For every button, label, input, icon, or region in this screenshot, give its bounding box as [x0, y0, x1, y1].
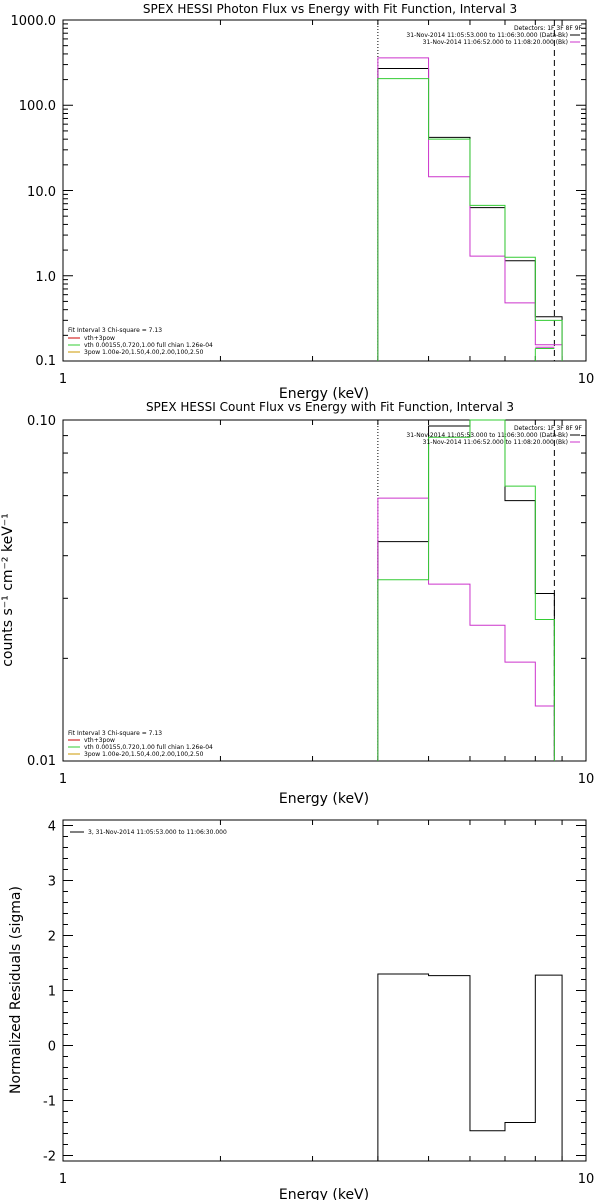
photon-xtick-10: 10 — [578, 372, 595, 387]
count-legend-data: 31-Nov-2014 11:05:53.000 to 11:06:30.000… — [406, 432, 568, 439]
count-ytick-0.10: 0.10 — [27, 414, 56, 429]
count-ytick-0.01: 0.01 — [27, 754, 56, 769]
photon-fit-header: Fit Interval 3 Chi-square = 7.13 — [68, 327, 162, 334]
photon-flux-marks — [63, 20, 586, 362]
photon-flux-title: SPEX HESSI Photon Flux vs Energy with Fi… — [143, 2, 517, 16]
count-series-1-histogram — [377, 497, 555, 761]
residuals-plot-area — [62, 819, 587, 1162]
residuals-panel: 1 10 Energy (keV) Normalized Residuals (… — [8, 819, 595, 1200]
residuals-ylabel: Normalized Residuals (sigma) — [8, 886, 24, 1094]
residuals-xtick-1: 1 — [59, 1172, 67, 1187]
photon-series-2-histogram — [377, 78, 563, 361]
count-legend-bottom: Fit Interval 3 Chi-square = 7.13 vth+3po… — [68, 730, 213, 758]
residuals-xtick-10: 10 — [578, 1172, 595, 1187]
count-xlabel: Energy (keV) — [279, 791, 369, 807]
count-xtick-10: 10 — [578, 772, 595, 787]
count-fit-item2: vth 0.00155,0.720,1.00 full chian 1.26e-… — [84, 744, 213, 751]
photon-ytick-1: 1.0 — [35, 270, 56, 285]
photon-legend-header: Detectors: 1F 3F 8F 9F — [514, 25, 583, 32]
count-legend-header: Detectors: 1F 3F 8F 9F — [514, 425, 583, 432]
residuals-ytick-label: -1 — [43, 1095, 56, 1110]
photon-legend-bk: 31-Nov-2014 11:06:52.000 to 11:08:20.000… — [423, 39, 568, 46]
count-legend-top: Detectors: 1F 3F 8F 9F 31-Nov-2014 11:05… — [406, 425, 582, 446]
residuals-marks — [63, 820, 586, 1161]
count-flux-marks — [63, 419, 586, 762]
count-series-0-histogram — [377, 419, 555, 761]
count-fit-header: Fit Interval 3 Chi-square = 7.13 — [68, 730, 162, 737]
residuals-ytick-label: 4 — [48, 820, 56, 835]
residuals-series-0-histogram — [377, 973, 563, 1161]
photon-legend-bottom: Fit Interval 3 Chi-square = 7.13 vth+3po… — [68, 327, 213, 356]
photon-legend-top: Detectors: 1F 3F 8F 9F 31-Nov-2014 11:05… — [406, 25, 582, 46]
count-ylabel: counts s⁻¹ cm⁻² keV⁻¹ — [0, 513, 16, 667]
photon-ytick-10: 10.0 — [27, 185, 56, 200]
residuals-legend: 3, 31-Nov-2014 11:05:53.000 to 11:06:30.… — [70, 829, 227, 836]
photon-legend-data: 31-Nov-2014 11:05:53.000 to 11:06:30.000… — [406, 32, 568, 39]
photon-series-1-histogram — [377, 57, 563, 361]
residuals-yticks: -2 -1 0 1 2 3 4 — [43, 820, 56, 1165]
count-flux-panel: SPEX HESSI Count Flux vs Energy with Fit… — [0, 400, 594, 807]
photon-xtick-1: 1 — [59, 372, 67, 387]
residuals-xlabel: Energy (keV) — [279, 1187, 369, 1200]
residuals-ytick-label: 1 — [48, 985, 56, 1000]
count-series-2-histogram — [377, 419, 555, 761]
residuals-ytick-label: -2 — [43, 1150, 56, 1165]
count-flux-plot-area — [62, 419, 587, 762]
photon-ytick-0.1: 0.1 — [35, 354, 56, 369]
count-fit-item3: 3pow 1.00e-20,1.50,4.00,2.00,100,2.50 — [84, 751, 204, 758]
residuals-ytick-label: 3 — [48, 875, 56, 890]
residuals-legend-label: 3, 31-Nov-2014 11:05:53.000 to 11:06:30.… — [88, 829, 227, 836]
photon-fit-item3: 3pow 1.00e-20,1.50,4.00,2.00,100,2.50 — [84, 349, 204, 356]
photon-flux-plot-area — [62, 19, 587, 362]
count-flux-title: SPEX HESSI Count Flux vs Energy with Fit… — [146, 400, 514, 414]
photon-series-0-histogram — [377, 67, 563, 361]
photon-flux-panel: SPEX HESSI Photon Flux vs Energy with Fi… — [11, 2, 595, 402]
photon-fit-item2: vth 0.00155,0.720,1.00 full chian 1.26e-… — [84, 342, 213, 349]
count-legend-bk: 31-Nov-2014 11:06:52.000 to 11:08:20.000… — [423, 439, 568, 446]
photon-xlabel: Energy (keV) — [279, 386, 369, 402]
photon-ytick-1000: 1000.0 — [11, 14, 57, 29]
count-xtick-1: 1 — [59, 772, 67, 787]
count-fit-item1: vth+3pow — [84, 737, 115, 744]
residuals-ytick-label: 2 — [48, 930, 56, 945]
photon-ytick-100: 100.0 — [19, 99, 56, 114]
residuals-ytick-label: 0 — [48, 1040, 56, 1055]
photon-fit-item1: vth+3pow — [84, 335, 115, 342]
